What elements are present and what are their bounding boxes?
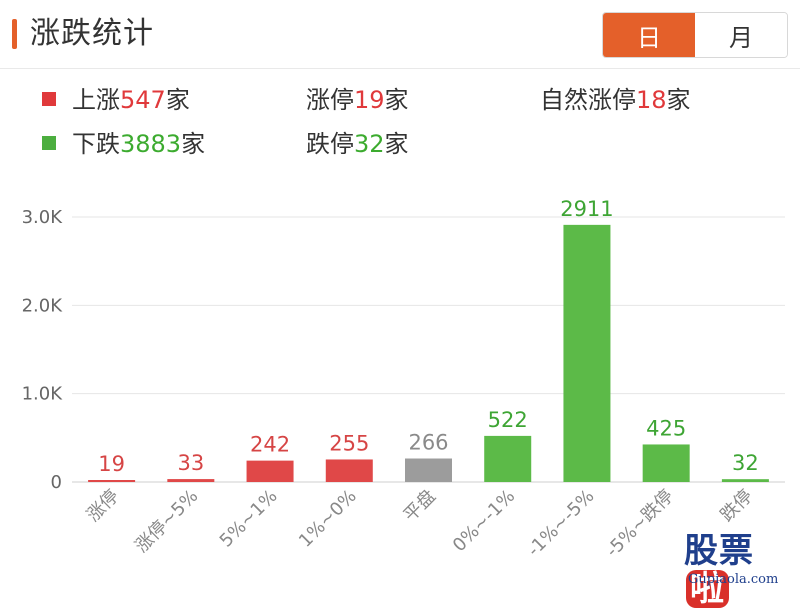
- x-tick-label: 涨停~5%: [131, 486, 202, 557]
- x-tick-label: 0%~-1%: [449, 486, 520, 557]
- data-label: 255: [329, 431, 369, 455]
- data-label: 2911: [560, 197, 613, 221]
- legend-natural-limit-up-prefix: 自然涨停: [540, 86, 636, 114]
- x-tick-label: 平盘: [400, 486, 440, 526]
- x-tick-label: 1%~0%: [295, 486, 361, 552]
- distribution-bar-chart: 0 1.0K 2.0K 3.0K 19 涨停 33 涨停~5% 242 5%~1% 255 1%~0%…: [22, 197, 785, 562]
- watermark-text: 股票啦: [684, 532, 796, 608]
- data-label: 19: [98, 452, 125, 476]
- legend-limit-up-suffix: 家: [384, 86, 409, 114]
- legend-limit-down-prefix: 跌停: [306, 130, 354, 158]
- tab-day[interactable]: 日: [603, 13, 695, 57]
- legend-rise: 上涨547家: [42, 84, 190, 116]
- data-label: 425: [646, 416, 686, 440]
- y-tick-label: 0: [51, 472, 62, 493]
- x-tick-label: 5%~1%: [216, 486, 282, 552]
- legend-natural-limit-up-count: 18: [636, 86, 667, 114]
- bar: [642, 444, 690, 482]
- data-label: 33: [177, 451, 204, 475]
- data-label: 32: [732, 451, 759, 475]
- data-label: 522: [488, 408, 528, 432]
- legend-rise-suffix: 家: [165, 86, 190, 114]
- header: 涨跌统计 日 月: [0, 0, 800, 69]
- legend-fall-swatch: [42, 136, 56, 150]
- bar: [484, 435, 532, 482]
- legend-limit-down-count: 32: [354, 130, 385, 158]
- x-tick-label: -5%~跌停: [602, 486, 678, 562]
- watermark-main: 股票: [684, 531, 754, 571]
- legend-limit-down: 跌停32家: [306, 128, 409, 160]
- bar: [325, 459, 373, 482]
- legend-natural-limit-up-suffix: 家: [666, 86, 691, 114]
- legend-limit-up-count: 19: [354, 86, 385, 114]
- bar: [721, 479, 769, 482]
- data-label: 266: [408, 431, 448, 455]
- y-tick-label: 1.0K: [22, 384, 64, 405]
- legend-fall-suffix: 家: [181, 130, 206, 158]
- legend-limit-up: 涨停19家: [306, 84, 409, 116]
- legend-limit-up-prefix: 涨停: [306, 86, 354, 114]
- legend-fall-prefix: 下跌: [72, 130, 120, 158]
- data-label: 242: [250, 433, 290, 457]
- tab-month[interactable]: 月: [695, 13, 787, 57]
- legend-rise-swatch: [42, 92, 56, 106]
- y-tick-label: 2.0K: [22, 295, 64, 316]
- bar: [246, 460, 294, 482]
- legend-limit-down-suffix: 家: [384, 130, 409, 158]
- x-tick-label: -1%~-5%: [523, 486, 598, 561]
- y-tick-label: 3.0K: [22, 207, 64, 228]
- x-tick-label: 跌停: [717, 486, 757, 526]
- legend-natural-limit-up: 自然涨停18家: [540, 84, 691, 116]
- period-tabs: 日 月: [602, 12, 788, 58]
- page-title: 涨跌统计: [30, 16, 154, 51]
- title-accent-bar: [12, 19, 17, 49]
- bar: [88, 480, 136, 482]
- legend-fall: 下跌3883家: [42, 128, 205, 160]
- bar: [405, 458, 452, 482]
- watermark-logo: 股票啦 Gupiaola.com: [684, 532, 796, 608]
- legend-rise-count: 547: [120, 86, 166, 114]
- legend-fall-count: 3883: [120, 130, 182, 158]
- legend-rise-prefix: 上涨: [72, 86, 120, 114]
- bar: [563, 224, 611, 482]
- watermark-url: Gupiaola.com: [688, 572, 779, 587]
- x-tick-label: 涨停: [83, 486, 123, 526]
- bar: [167, 479, 215, 482]
